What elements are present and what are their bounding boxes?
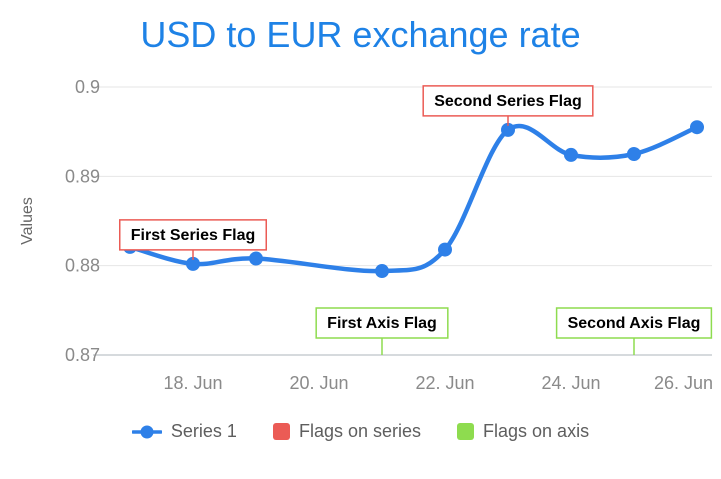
data-point[interactable]: [690, 120, 704, 135]
data-point[interactable]: [375, 264, 389, 279]
legend-item-flags-on-axis[interactable]: Flags on axis: [457, 421, 589, 442]
legend-square-icon: [272, 423, 290, 440]
legend-dot: [140, 425, 154, 438]
data-point[interactable]: [501, 122, 515, 137]
x-tick-label: 26. Jun: [654, 373, 713, 393]
legend-line-marker-icon: [131, 425, 162, 438]
x-tick-label: 24. Jun: [541, 373, 600, 393]
legend-item-flags-on-series[interactable]: Flags on series: [272, 421, 422, 442]
x-tick-label: 20. Jun: [289, 373, 348, 393]
legend: Series 1 Flags on series Flags on axis: [0, 421, 721, 442]
legend-item-label: Series 1: [170, 421, 237, 441]
data-point[interactable]: [564, 147, 578, 162]
x-tick-label: 22. Jun: [415, 373, 474, 393]
data-point[interactable]: [249, 251, 263, 266]
legend-item-label: Flags on axis: [483, 421, 590, 441]
chart-title: USD to EUR exchange rate: [140, 14, 581, 55]
data-point[interactable]: [186, 256, 200, 271]
axis-flag-label: Second Axis Flag: [568, 315, 701, 332]
legend-item-series-1[interactable]: Series 1: [131, 421, 237, 442]
y-tick-label: 0.87: [65, 345, 100, 365]
x-tick-label: 18. Jun: [163, 373, 222, 393]
axis-flag[interactable]: [315, 307, 449, 339]
series-flag[interactable]: [119, 219, 267, 251]
series-flag-label: First Series Flag: [131, 227, 256, 244]
axis-flag[interactable]: [555, 307, 713, 339]
y-tick-label: 0.9: [75, 77, 100, 97]
axis-flag-label: First Axis Flag: [327, 315, 437, 332]
y-tick-label: 0.89: [65, 166, 100, 186]
series-flag[interactable]: [422, 85, 594, 117]
legend-square-icon: [457, 423, 475, 440]
data-point[interactable]: [627, 147, 641, 161]
y-tick-label: 0.88: [65, 256, 100, 276]
data-point[interactable]: [438, 242, 452, 257]
series-flag-label: Second Series Flag: [434, 93, 582, 110]
legend-item-label: Flags on series: [298, 421, 422, 441]
